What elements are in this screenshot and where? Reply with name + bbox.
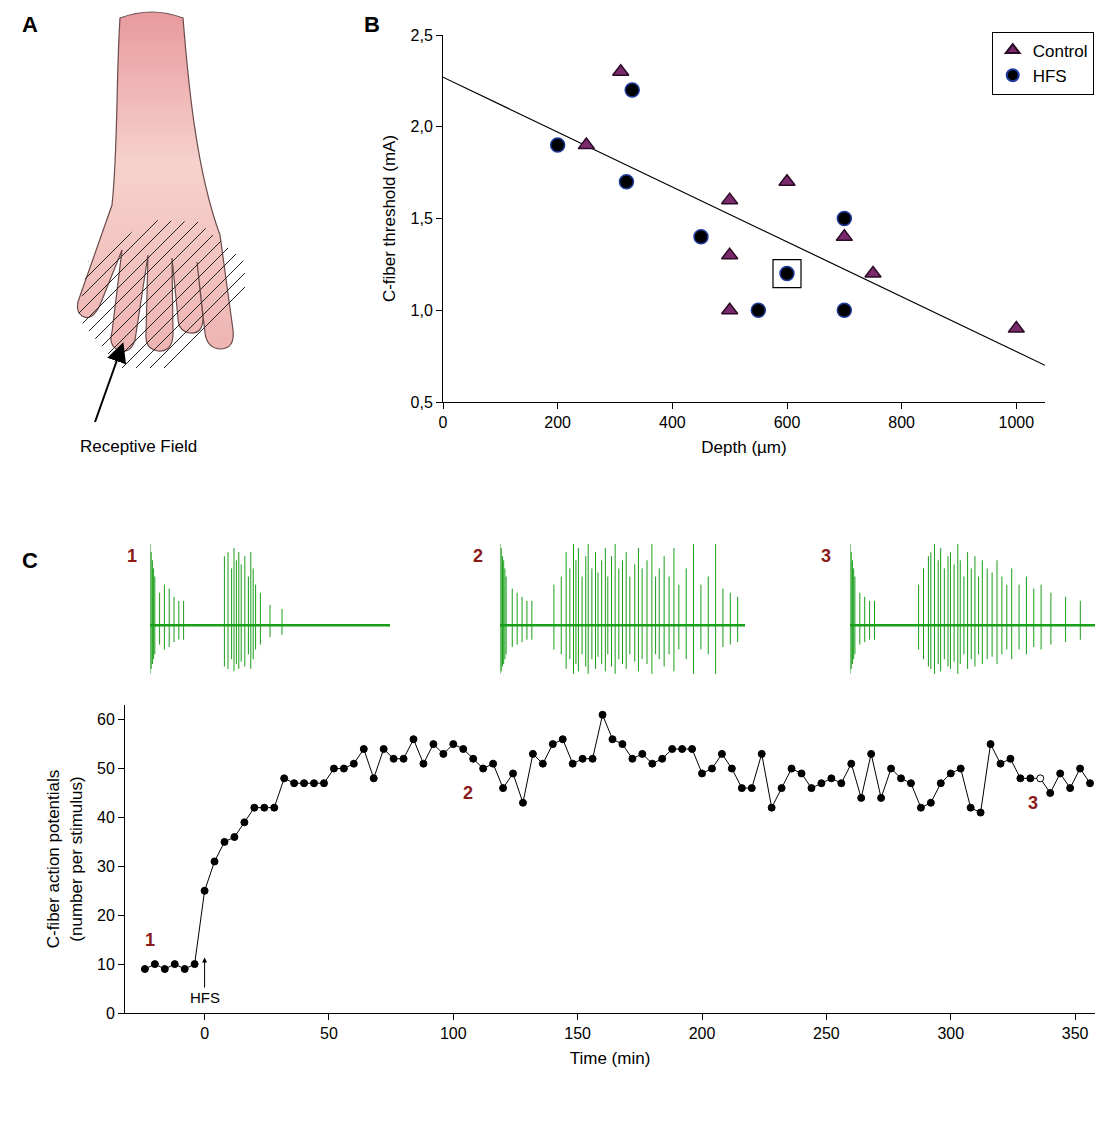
svg-text:2: 2 [473, 546, 483, 566]
svg-text:400: 400 [659, 414, 686, 431]
svg-text:C-fiber action potentials(numb: C-fiber action potentials(number per sti… [44, 770, 85, 949]
svg-text:10: 10 [97, 956, 115, 973]
svg-text:200: 200 [689, 1025, 716, 1042]
svg-text:A: A [22, 12, 38, 37]
svg-text:40: 40 [97, 809, 115, 826]
svg-text:200: 200 [544, 414, 571, 431]
svg-text:1000: 1000 [999, 414, 1035, 431]
svg-text:3: 3 [821, 546, 831, 566]
svg-text:3: 3 [1028, 793, 1038, 813]
svg-text:100: 100 [440, 1025, 467, 1042]
svg-text:B: B [364, 12, 380, 37]
svg-text:50: 50 [320, 1025, 338, 1042]
svg-text:2,0: 2,0 [411, 118, 433, 135]
svg-text:20: 20 [97, 907, 115, 924]
svg-text:1,5: 1,5 [411, 210, 433, 227]
svg-text:2,5: 2,5 [411, 27, 433, 44]
svg-text:250: 250 [813, 1025, 840, 1042]
svg-text:800: 800 [888, 414, 915, 431]
svg-text:0: 0 [439, 414, 448, 431]
svg-text:C: C [22, 548, 38, 573]
svg-text:0: 0 [200, 1025, 209, 1042]
svg-text:1,0: 1,0 [411, 302, 433, 319]
svg-text:1: 1 [127, 546, 137, 566]
svg-text:Time (min): Time (min) [570, 1049, 651, 1068]
svg-text:30: 30 [97, 858, 115, 875]
svg-text:60: 60 [97, 711, 115, 728]
svg-text:Receptive Field: Receptive Field [80, 437, 197, 456]
svg-text:HFS: HFS [190, 989, 220, 1006]
svg-text:600: 600 [774, 414, 801, 431]
svg-text:300: 300 [937, 1025, 964, 1042]
svg-text:1: 1 [145, 930, 155, 950]
svg-text:Control: Control [1033, 42, 1088, 61]
svg-text:0: 0 [106, 1005, 115, 1022]
svg-text:C-fiber threshold (mA): C-fiber threshold (mA) [380, 135, 399, 302]
svg-text:Depth (µm): Depth (µm) [701, 438, 786, 457]
svg-text:2: 2 [463, 783, 473, 803]
svg-text:150: 150 [564, 1025, 591, 1042]
svg-text:50: 50 [97, 760, 115, 777]
svg-text:0,5: 0,5 [411, 394, 433, 411]
svg-text:350: 350 [1062, 1025, 1089, 1042]
svg-text:HFS: HFS [1033, 67, 1067, 86]
